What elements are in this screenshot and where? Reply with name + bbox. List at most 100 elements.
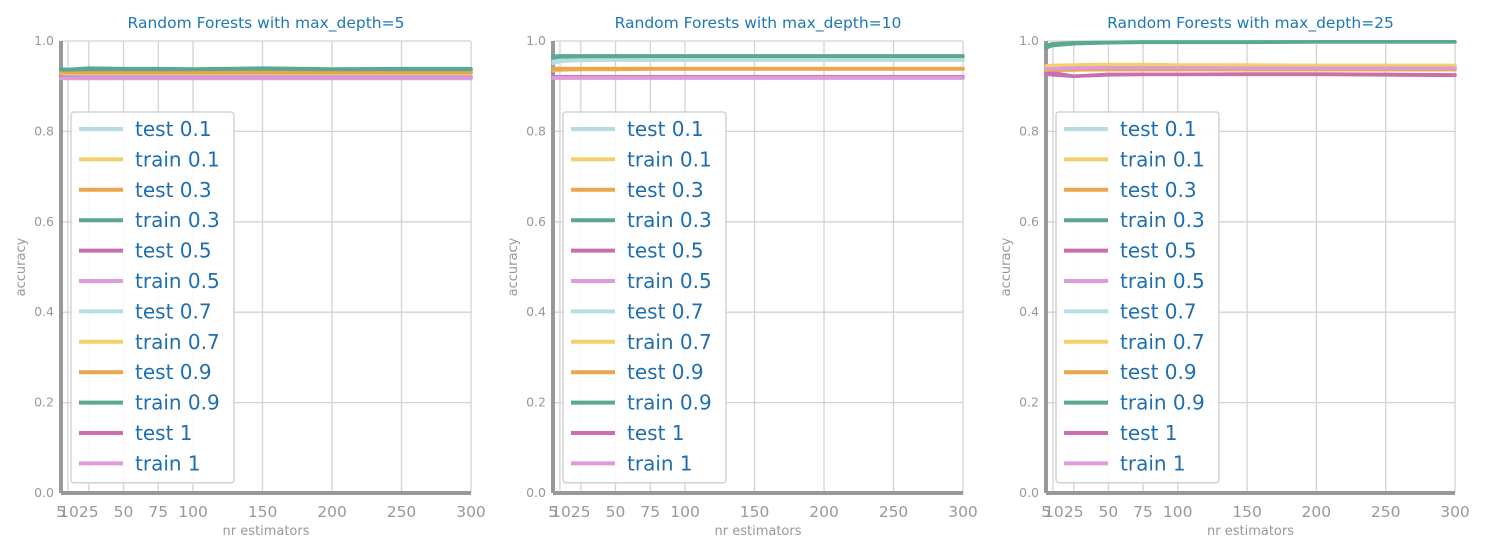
legend: test 0.1 train 0.1 test 0.3 train 0.3 test 0… [563, 112, 726, 483]
y-tick-label: 0.8 [34, 123, 54, 138]
y-axis-label: accuracy [999, 237, 1014, 296]
legend-label: train 0.3 [1120, 208, 1205, 232]
y-tick-label: 0.4 [1019, 304, 1039, 319]
legend-label: train 0.9 [1120, 391, 1205, 415]
y-tick-label: 0.6 [1019, 214, 1039, 229]
legend-label: train 0.5 [627, 269, 712, 293]
legend-label: test 0.9 [1120, 360, 1197, 384]
x-tick-label: 25 [571, 503, 591, 521]
legend-label: test 0.7 [1120, 299, 1197, 323]
series-line [1046, 74, 1455, 76]
x-tick-label: 150 [1232, 503, 1262, 521]
chart-title: Random Forests with max_depth=5 [128, 14, 405, 33]
chart-title: Random Forests with max_depth=10 [615, 14, 902, 33]
legend-label: train 0.3 [135, 208, 220, 232]
legend-label: test 0.5 [1120, 239, 1197, 263]
y-tick-label: 1.0 [526, 33, 546, 48]
x-tick-label: 10 [551, 503, 571, 521]
legend-label: train 0.1 [627, 147, 712, 171]
x-tick-label: 10 [59, 503, 79, 521]
legend-label: train 0.7 [1120, 330, 1205, 354]
x-tick-label: 250 [879, 503, 909, 521]
legend-label: test 0.1 [1120, 117, 1197, 141]
legend-label: test 0.3 [627, 178, 704, 202]
x-tick-label: 300 [456, 503, 486, 521]
legend: test 0.1 train 0.1 test 0.3 train 0.3 test 0… [71, 112, 234, 483]
y-tick-label: 0.4 [34, 304, 54, 319]
y-tick-label: 0.0 [1019, 485, 1039, 500]
legend-label: test 0.9 [135, 360, 212, 384]
y-tick-label: 0.0 [34, 485, 54, 500]
x-tick-label: 25 [79, 503, 99, 521]
y-tick-label: 0.6 [526, 214, 546, 229]
x-axis-label: nr estimators [223, 524, 310, 539]
y-tick-label: 0.4 [526, 304, 546, 319]
series-line [1046, 65, 1455, 66]
chart-title: Random Forests with max_depth=25 [1107, 14, 1394, 33]
legend-label: test 1 [1120, 421, 1178, 445]
legend-label: train 0.9 [135, 391, 220, 415]
legend-label: train 0.7 [135, 330, 220, 354]
legend-label: test 0.7 [627, 299, 704, 323]
legend-label: test 0.3 [1120, 178, 1197, 202]
y-tick-label: 0.2 [1019, 395, 1039, 410]
x-tick-label: 250 [387, 503, 417, 521]
x-tick-label: 100 [1163, 503, 1193, 521]
x-tick-label: 50 [114, 503, 134, 521]
y-tick-label: 1.0 [1019, 33, 1039, 48]
x-axis-label: nr estimators [1207, 524, 1294, 539]
series-line [553, 60, 963, 61]
legend-label: test 0.3 [135, 178, 212, 202]
x-tick-label: 100 [670, 503, 700, 521]
legend-label: test 0.5 [135, 239, 212, 263]
legend-label: test 0.5 [627, 239, 704, 263]
x-tick-label: 150 [740, 503, 770, 521]
legend: test 0.1 train 0.1 test 0.3 train 0.3 test 0… [1056, 112, 1219, 483]
legend-label: train 0.1 [135, 147, 220, 171]
x-tick-label: 50 [606, 503, 626, 521]
x-tick-label: 10 [1044, 503, 1064, 521]
x-tick-label: 200 [317, 503, 347, 521]
x-tick-label: 250 [1371, 503, 1401, 521]
legend-label: train 0.5 [135, 269, 220, 293]
y-tick-label: 0.8 [1019, 123, 1039, 138]
legend-label: test 0.1 [135, 117, 212, 141]
legend-label: train 0.3 [627, 208, 712, 232]
x-tick-label: 300 [948, 503, 978, 521]
series-line [61, 69, 471, 70]
x-tick-label: 200 [809, 503, 839, 521]
x-tick-label: 75 [640, 503, 660, 521]
y-tick-label: 0.2 [34, 395, 54, 410]
series-line [553, 56, 963, 57]
x-axis-label: nr estimators [715, 524, 802, 539]
y-axis-label: accuracy [506, 237, 521, 296]
legend-label: test 0.7 [135, 299, 212, 323]
y-tick-label: 0.6 [34, 214, 54, 229]
legend-label: train 1 [627, 451, 693, 475]
series-line [1046, 68, 1455, 69]
y-tick-label: 0.8 [526, 123, 546, 138]
legend-label: train 0.1 [1120, 147, 1205, 171]
x-tick-label: 75 [148, 503, 168, 521]
x-tick-label: 50 [1099, 503, 1119, 521]
legend-label: test 0.1 [627, 117, 704, 141]
y-tick-label: 0.2 [526, 395, 546, 410]
x-tick-label: 75 [1133, 503, 1153, 521]
legend-label: test 1 [135, 421, 193, 445]
legend-label: train 0.9 [627, 391, 712, 415]
x-tick-label: 100 [178, 503, 208, 521]
legend-label: train 0.7 [627, 330, 712, 354]
x-tick-label: 200 [1302, 503, 1332, 521]
x-tick-label: 25 [1064, 503, 1084, 521]
legend-label: test 1 [627, 421, 685, 445]
y-tick-label: 0.0 [526, 485, 546, 500]
x-tick-label: 300 [1440, 503, 1470, 521]
legend-label: train 0.5 [1120, 269, 1205, 293]
legend-label: train 1 [1120, 451, 1186, 475]
y-tick-label: 1.0 [34, 33, 54, 48]
